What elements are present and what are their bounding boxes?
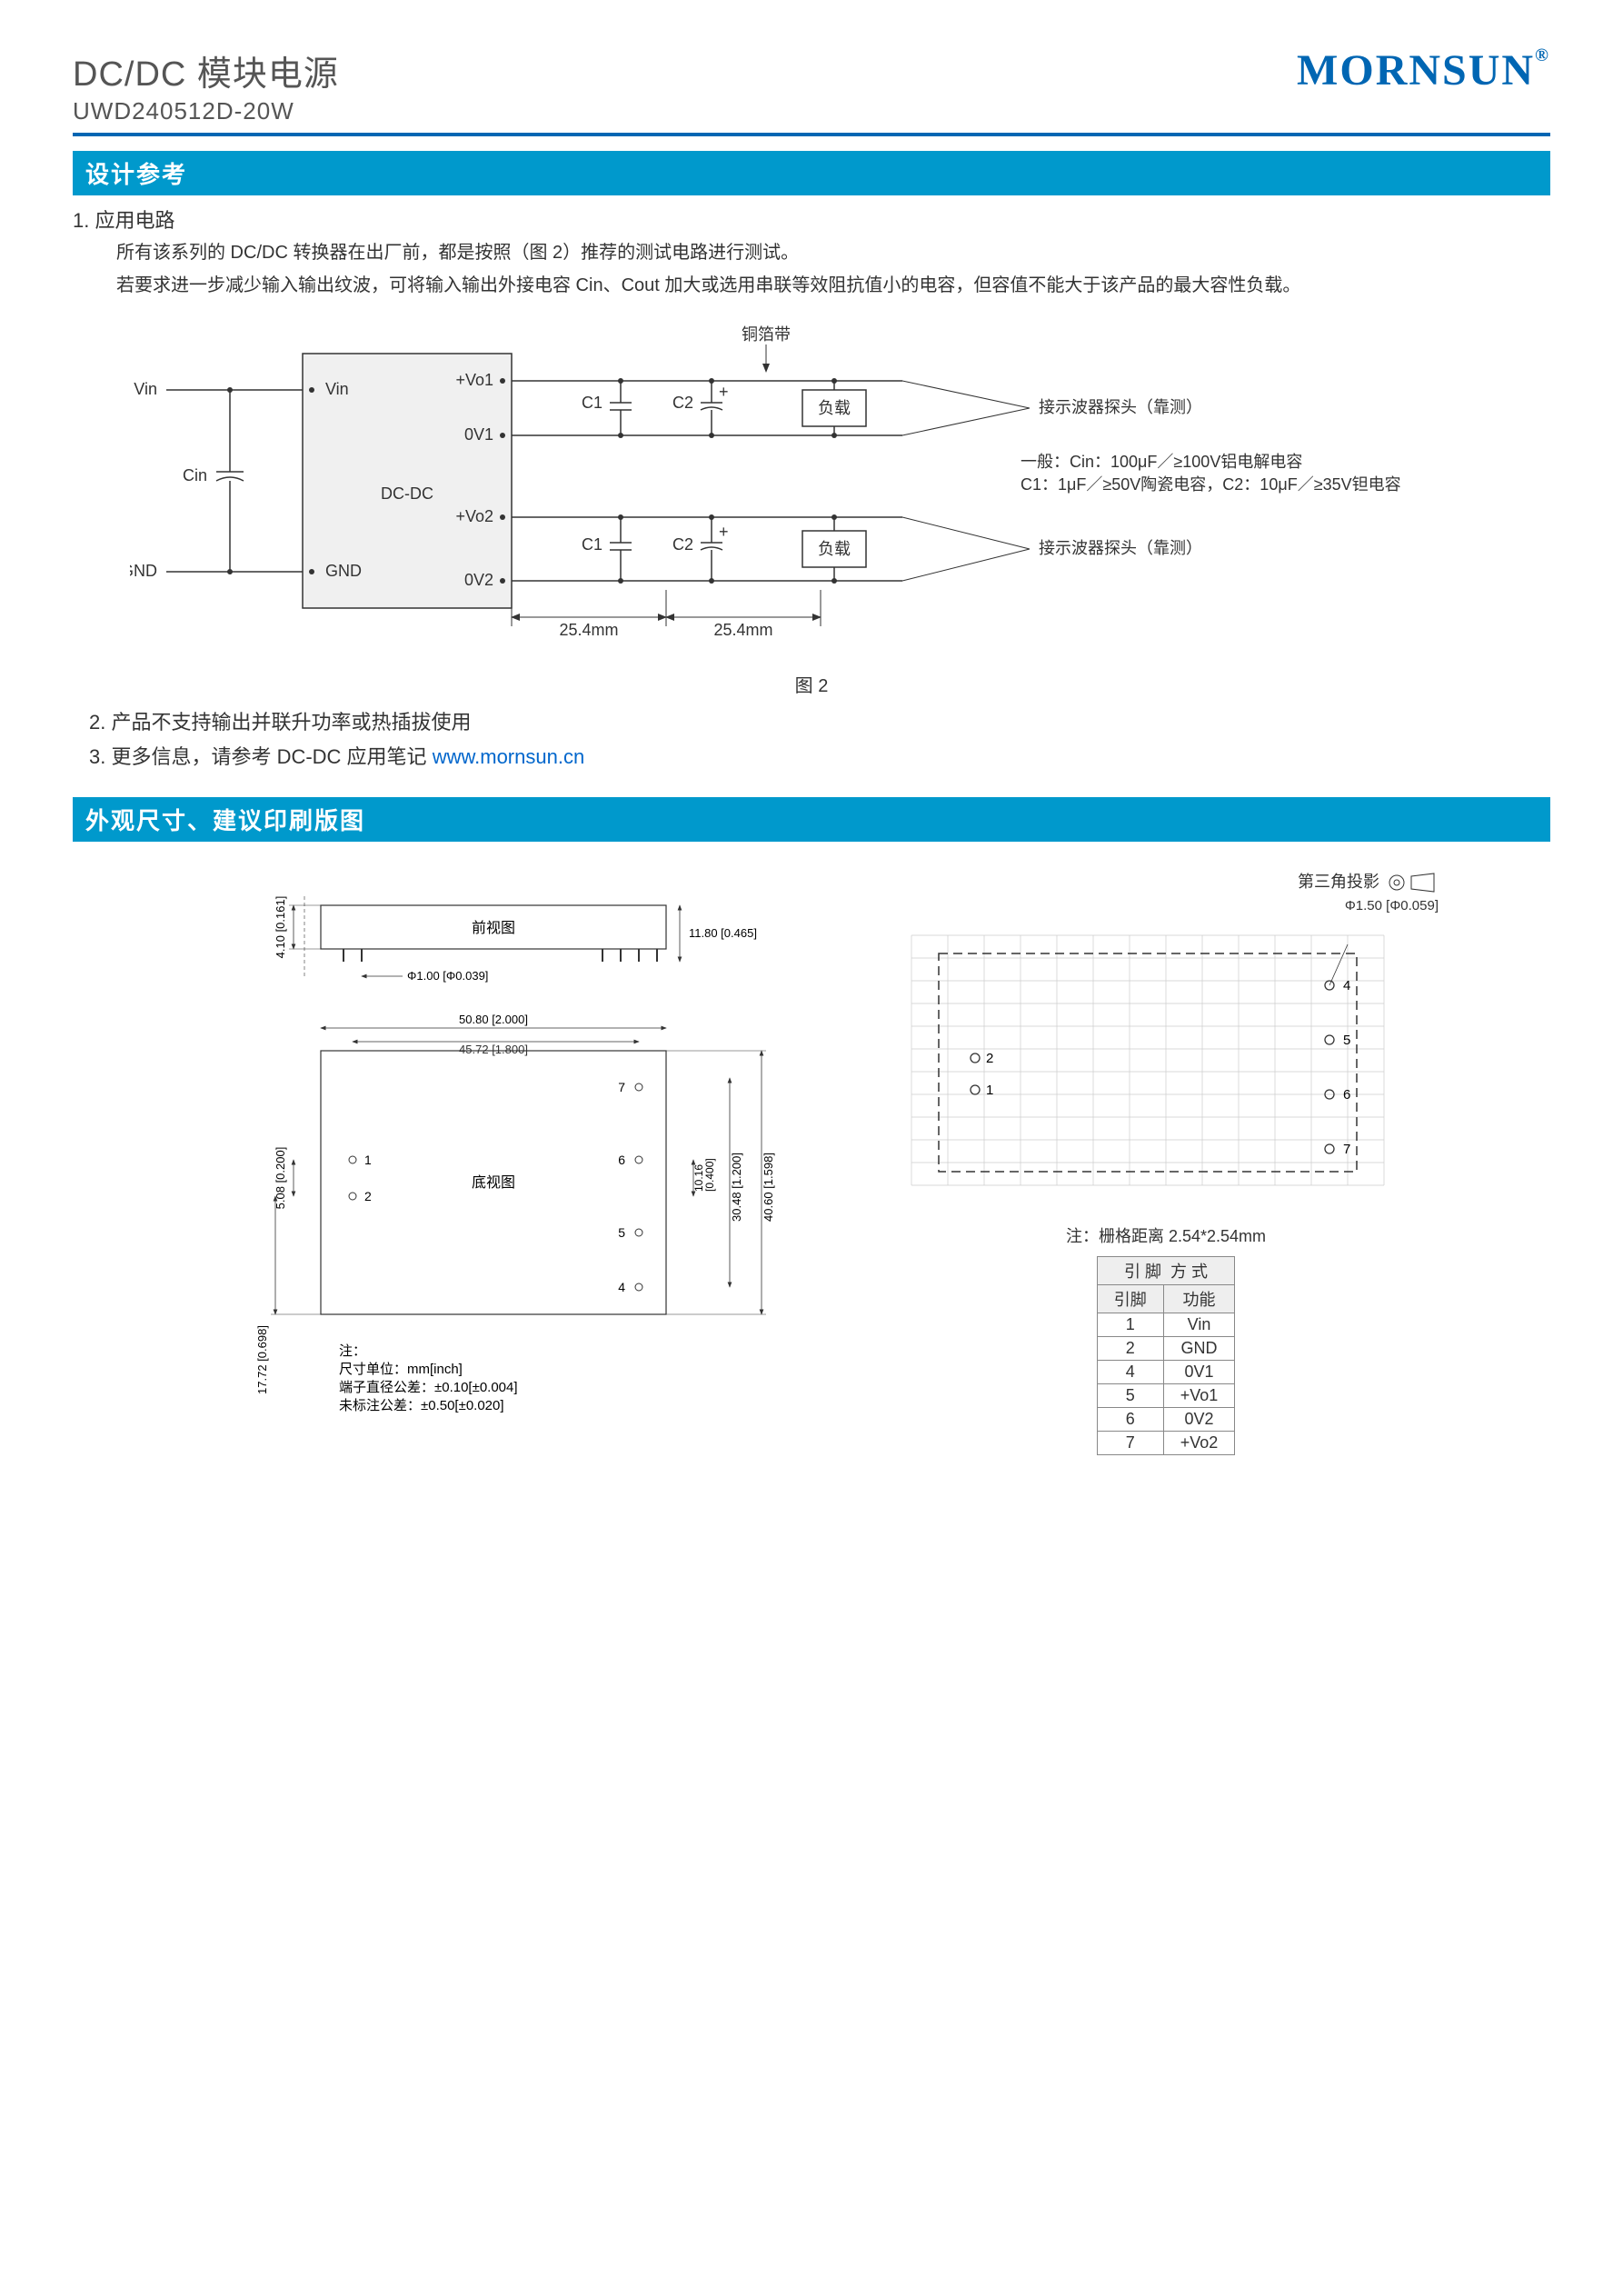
- circuit-figure: DC-DC Vin Vin GND GND Cin +Vo1 0V1 C1 C2…: [73, 317, 1550, 697]
- pin-col-func: 功能: [1163, 1285, 1235, 1313]
- item-1-label: 应用电路: [95, 209, 174, 232]
- svg-text:4: 4: [1343, 978, 1350, 993]
- svg-text:1: 1: [986, 1083, 993, 1098]
- svg-text:4: 4: [618, 1280, 625, 1294]
- svg-text:1: 1: [364, 1153, 372, 1167]
- svg-text:2: 2: [364, 1189, 372, 1203]
- item-1-num: 1.: [73, 209, 89, 232]
- pin-row: 5+Vo1: [1097, 1384, 1235, 1408]
- mornsun-link[interactable]: www.mornsun.cn: [433, 745, 585, 768]
- c1-ch2: C1: [582, 535, 602, 554]
- item-3: 3. 更多信息，请参考 DC-DC 应用笔记 www.mornsun.cn: [89, 741, 1550, 770]
- grid-note: 注：栅格距离 2.54*2.54mm: [893, 1223, 1439, 1247]
- probe-ch1: 接示波器探头（靠测）: [1039, 398, 1202, 416]
- mech-svg: 前视图 4.10 [0.161] 11.80 [0.465] Φ1.00 [Φ0…: [184, 869, 839, 1451]
- ov1-pin: 0V1: [464, 425, 493, 444]
- pin-col-pin: 引脚: [1097, 1285, 1163, 1313]
- dim1: 25.4mm: [559, 621, 618, 639]
- item-1: 1. 应用电路: [73, 205, 1550, 234]
- svg-text:+: +: [719, 523, 729, 541]
- pin-row: 2GND: [1097, 1337, 1235, 1361]
- c2-ch2: C2: [672, 535, 693, 554]
- pin-row: 7+Vo2: [1097, 1432, 1235, 1455]
- note-2: 端子直径公差：±0.10[±0.004]: [339, 1380, 518, 1395]
- svg-text:2: 2: [986, 1051, 993, 1066]
- doc-title: DC/DC 模块电源: [73, 45, 339, 95]
- dim-h4060: 40.60 [1.598]: [762, 1153, 775, 1222]
- dim-phi100: Φ1.00 [Φ0.039]: [407, 969, 488, 983]
- copper-label: 铜箔带: [742, 325, 791, 344]
- brand-reg: ®: [1535, 45, 1550, 65]
- doc-subtitle: UWD240512D-20W: [73, 97, 339, 125]
- load-ch2: 负载: [818, 540, 851, 558]
- item-2: 2. 产品不支持输出并联升功率或热插拔使用: [89, 706, 1550, 735]
- section-bar-dimensions: 外观尺寸、建议印刷版图: [73, 797, 1550, 842]
- svg-text:[0.400]: [0.400]: [703, 1158, 716, 1192]
- cap-note-1: 一般：Cin：100μF／≥100V铝电解电容: [1021, 453, 1302, 471]
- dim-h3048: 30.48 [1.200]: [730, 1153, 743, 1222]
- dim-w4572: 45.72 [1.800]: [459, 1043, 528, 1056]
- c2-ch1: C2: [672, 394, 693, 412]
- projection-icon: [1384, 873, 1439, 893]
- dim-h1772: 17.72 [0.698]: [255, 1325, 269, 1394]
- circuit-svg: DC-DC Vin Vin GND GND Cin +Vo1 0V1 C1 C2…: [130, 317, 1493, 663]
- proj-label: 第三角投影: [1298, 873, 1379, 891]
- mechanical-views: 前视图 4.10 [0.161] 11.80 [0.465] Φ1.00 [Φ0…: [184, 869, 839, 1455]
- svg-text:7: 7: [1343, 1142, 1350, 1157]
- dim-h410: 4.10 [0.161]: [274, 896, 287, 959]
- projection-note: 第三角投影: [893, 869, 1439, 893]
- header-left: DC/DC 模块电源 UWD240512D-20W: [73, 45, 339, 125]
- dcdc-label: DC-DC: [381, 484, 433, 503]
- dim2: 25.4mm: [713, 621, 772, 639]
- item-3-text: 3. 更多信息，请参考 DC-DC 应用笔记: [89, 745, 433, 768]
- dim-w1180: 11.80 [0.465]: [689, 926, 757, 940]
- note-3: 未标注公差：±0.50[±0.020]: [339, 1398, 504, 1413]
- ov2-pin: 0V2: [464, 571, 493, 589]
- section-bar-design-ref: 设计参考: [73, 151, 1550, 195]
- item-1-para-2: 若要求进一步减少输入输出纹波，可将输入输出外接电容 Cin、Cout 加大或选用…: [116, 272, 1550, 299]
- brand-logo: MORNSUN®: [1297, 45, 1550, 95]
- vin-pin: Vin: [325, 380, 349, 398]
- figure-2-caption: 图 2: [73, 671, 1550, 697]
- vo2p-pin: +Vo2: [455, 507, 493, 525]
- gnd-pin: GND: [325, 562, 362, 580]
- load-ch1: 负载: [818, 399, 851, 417]
- bottom-view-label: 底视图: [472, 1174, 515, 1191]
- dim-phi150: Φ1.50 [Φ0.059]: [893, 898, 1439, 913]
- gnd-ext: GND: [130, 562, 157, 580]
- brand-name: MORNSUN: [1297, 46, 1535, 95]
- pin-row: 40V1: [1097, 1361, 1235, 1384]
- pin-row: 1Vin: [1097, 1313, 1235, 1337]
- cin-label: Cin: [183, 466, 207, 484]
- page-header: DC/DC 模块电源 UWD240512D-20W MORNSUN®: [73, 45, 1550, 136]
- note-1: 尺寸单位：mm[inch]: [339, 1362, 463, 1377]
- pin-table-header: 引 脚 方 式: [1097, 1257, 1235, 1285]
- svg-text:6: 6: [1343, 1087, 1350, 1103]
- svg-text:6: 6: [618, 1153, 625, 1167]
- svg-text:7: 7: [618, 1080, 625, 1094]
- item-1-para-1: 所有该系列的 DC/DC 转换器在出厂前，都是按照（图 2）推荐的测试电路进行测…: [116, 239, 1550, 266]
- design-ref-list: 1. 应用电路 所有该系列的 DC/DC 转换器在出厂前，都是按照（图 2）推荐…: [73, 205, 1550, 299]
- vin-ext: Vin: [134, 380, 157, 398]
- grid-svg: 2 1 4 5 6 7: [893, 917, 1402, 1208]
- dimensions-section: 前视图 4.10 [0.161] 11.80 [0.465] Φ1.00 [Φ0…: [73, 869, 1550, 1455]
- dim-w5080: 50.80 [2.000]: [459, 1013, 528, 1026]
- note-title: 注：: [339, 1343, 366, 1359]
- c1-ch1: C1: [582, 394, 602, 412]
- pin-row: 60V2: [1097, 1408, 1235, 1432]
- front-view-label: 前视图: [472, 920, 515, 936]
- vo1p-pin: +Vo1: [455, 371, 493, 389]
- svg-text:5: 5: [618, 1225, 625, 1240]
- cap-note-2: C1：1μF／≥50V陶瓷电容，C2：10μF／≥35V钽电容: [1021, 475, 1401, 494]
- svg-text:5: 5: [1343, 1033, 1350, 1048]
- probe-ch2: 接示波器探头（靠测）: [1039, 539, 1202, 557]
- pcb-layout: 第三角投影 Φ1.50 [Φ0.059] 2 1 4 5 6 7: [893, 869, 1439, 1455]
- pin-table: 引 脚 方 式 引脚 功能 1Vin 2GND 40V1 5+Vo1 60V2 …: [1097, 1256, 1236, 1455]
- svg-text:+: +: [719, 383, 729, 401]
